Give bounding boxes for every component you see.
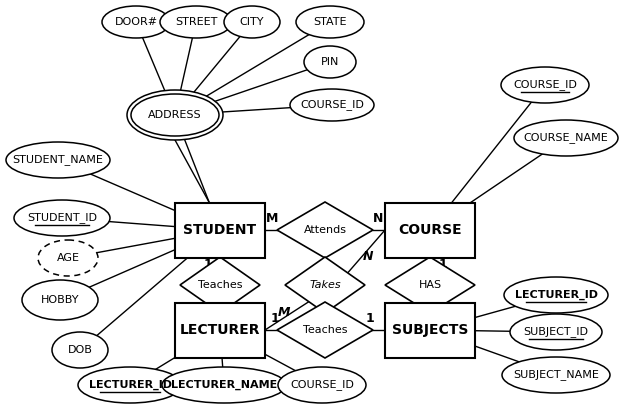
Text: COURSE_ID: COURSE_ID xyxy=(290,379,354,390)
Ellipse shape xyxy=(290,89,374,121)
Text: LECTURER_ID: LECTURER_ID xyxy=(89,380,171,390)
Polygon shape xyxy=(385,257,475,313)
Ellipse shape xyxy=(127,90,223,140)
Text: CITY: CITY xyxy=(240,17,264,27)
Text: 1: 1 xyxy=(438,258,447,271)
Text: SUBJECTS: SUBJECTS xyxy=(392,323,468,337)
Ellipse shape xyxy=(304,46,356,78)
Ellipse shape xyxy=(502,357,610,393)
Text: N: N xyxy=(373,213,383,226)
Polygon shape xyxy=(180,257,260,313)
Ellipse shape xyxy=(296,6,364,38)
Text: STREET: STREET xyxy=(175,17,217,27)
Ellipse shape xyxy=(504,277,608,313)
Text: STUDENT: STUDENT xyxy=(183,223,257,237)
Text: SUBJECT_ID: SUBJECT_ID xyxy=(524,326,588,337)
Text: COURSE_ID: COURSE_ID xyxy=(513,79,577,90)
Text: HAS: HAS xyxy=(418,280,441,290)
Text: LECTURER_ID: LECTURER_ID xyxy=(514,290,597,300)
Text: 1: 1 xyxy=(365,313,374,326)
Text: LECTURER: LECTURER xyxy=(180,323,260,337)
Text: Takes: Takes xyxy=(309,280,341,290)
Ellipse shape xyxy=(38,240,98,276)
Text: STUDENT_NAME: STUDENT_NAME xyxy=(13,155,104,166)
Ellipse shape xyxy=(6,142,110,178)
Text: LECTURER_NAME: LECTURER_NAME xyxy=(171,380,277,390)
Text: 1: 1 xyxy=(271,313,279,326)
Text: HOBBY: HOBBY xyxy=(41,295,79,305)
Ellipse shape xyxy=(22,280,98,320)
Text: AGE: AGE xyxy=(57,253,80,263)
Text: Attends: Attends xyxy=(303,225,347,235)
Text: Teaches: Teaches xyxy=(198,280,242,290)
Ellipse shape xyxy=(102,6,170,38)
Text: STUDENT_ID: STUDENT_ID xyxy=(27,213,97,224)
Bar xyxy=(175,202,265,258)
Bar xyxy=(385,303,475,358)
Ellipse shape xyxy=(278,367,366,403)
Ellipse shape xyxy=(514,120,618,156)
Ellipse shape xyxy=(224,6,280,38)
Ellipse shape xyxy=(510,314,602,350)
Polygon shape xyxy=(285,257,365,313)
Text: DOB: DOB xyxy=(68,345,92,355)
Ellipse shape xyxy=(162,367,286,403)
Ellipse shape xyxy=(78,367,182,403)
Text: COURSE_NAME: COURSE_NAME xyxy=(524,132,609,143)
Polygon shape xyxy=(277,302,373,358)
Text: PIN: PIN xyxy=(321,57,339,67)
Text: 1: 1 xyxy=(203,258,212,271)
Text: N: N xyxy=(363,249,373,262)
Polygon shape xyxy=(277,202,373,258)
Text: SUBJECT_NAME: SUBJECT_NAME xyxy=(513,369,599,380)
Bar xyxy=(385,202,475,258)
Text: DOOR#: DOOR# xyxy=(114,17,158,27)
Text: M: M xyxy=(266,213,278,226)
Text: COURSE_ID: COURSE_ID xyxy=(300,100,364,111)
Text: M: M xyxy=(202,303,214,316)
Ellipse shape xyxy=(501,67,589,103)
Ellipse shape xyxy=(160,6,232,38)
Ellipse shape xyxy=(14,200,110,236)
Bar xyxy=(175,303,265,358)
Text: M: M xyxy=(278,305,290,318)
Text: ADDRESS: ADDRESS xyxy=(148,110,202,120)
Text: STATE: STATE xyxy=(313,17,347,27)
Text: COURSE: COURSE xyxy=(398,223,462,237)
Text: Teaches: Teaches xyxy=(303,325,347,335)
Ellipse shape xyxy=(52,332,108,368)
Text: M: M xyxy=(437,303,449,316)
